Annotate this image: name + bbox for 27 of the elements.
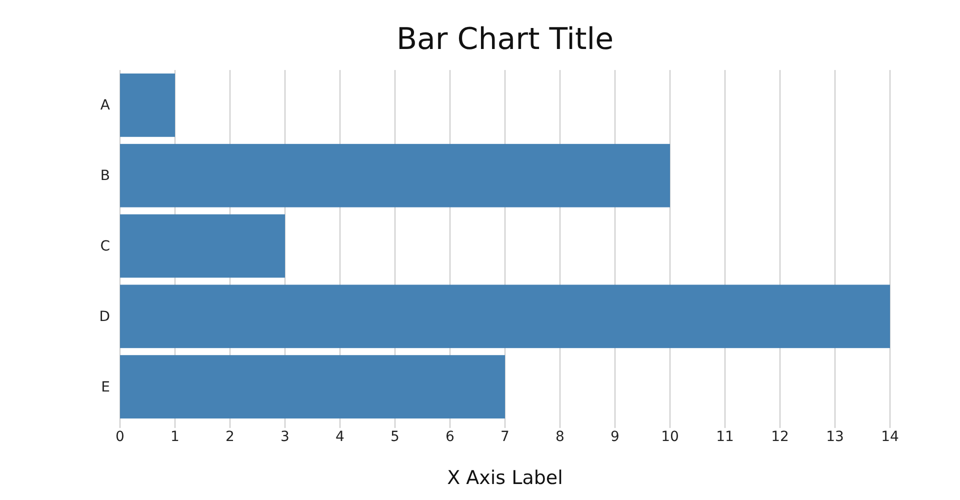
x-tick-label: 12	[771, 428, 789, 445]
y-tick-label: C	[100, 238, 110, 254]
bar	[120, 144, 670, 208]
y-tick-label: B	[100, 168, 110, 184]
y-tick-label: A	[100, 98, 110, 114]
x-tick-label: 10	[661, 428, 679, 445]
y-tick-label: E	[101, 379, 110, 396]
bar	[120, 355, 505, 418]
x-tick-label: 13	[826, 428, 844, 445]
bar	[120, 214, 285, 278]
x-tick-label: 4	[336, 428, 345, 445]
x-tick-label: 5	[390, 428, 400, 445]
chart-title: Bar Chart Title	[396, 22, 614, 57]
bar	[120, 74, 175, 137]
bar	[120, 284, 890, 348]
x-tick-label: 2	[226, 428, 234, 445]
x-tick-label: 11	[716, 428, 734, 445]
x-tick-label: 0	[116, 428, 124, 445]
x-tick-label: 9	[610, 428, 620, 445]
x-tick-label: 3	[280, 428, 290, 445]
x-tick-label: 7	[500, 428, 510, 445]
x-tick-label: 6	[446, 428, 455, 445]
y-tick-label: D	[99, 308, 110, 325]
x-tick-label: 8	[556, 428, 564, 445]
x-axis-title: X Axis Label	[447, 467, 563, 489]
x-tick-label: 14	[881, 428, 899, 445]
x-tick-label: 1	[170, 428, 180, 445]
